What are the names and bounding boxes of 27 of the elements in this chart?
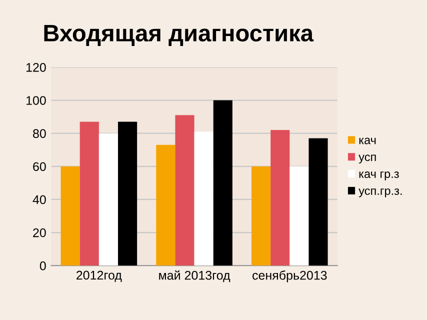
bar [290,166,309,266]
y-tick-label: 80 [33,129,46,138]
y-tick-label: 120 [26,63,46,72]
bar [252,166,271,266]
bar [308,138,328,266]
bar [80,122,99,266]
y-tick-label: 40 [32,195,46,204]
legend-label: кач [359,138,376,144]
legend-label: кач гр.з [359,172,399,180]
x-tick-label: май 2013год [159,270,230,282]
bar [118,122,138,266]
bar [60,166,80,266]
bar [175,115,194,266]
y-tick-label: 20 [33,228,46,238]
bar [194,132,214,266]
x-tick-label: сенябрь2013 [252,270,327,282]
x-tick-label: 2012год [76,270,122,282]
y-tick-label: 60 [33,162,46,172]
y-tick-label: 100 [26,96,46,105]
chart-title: Входящая диагностика [44,25,314,46]
bar [98,133,118,266]
y-tick-label: 0 [40,261,46,270]
legend-label: усп.гр.з. [358,188,402,198]
legend-label: усп [358,154,376,164]
bar [156,144,176,266]
bar [270,130,290,266]
bar [213,100,232,266]
